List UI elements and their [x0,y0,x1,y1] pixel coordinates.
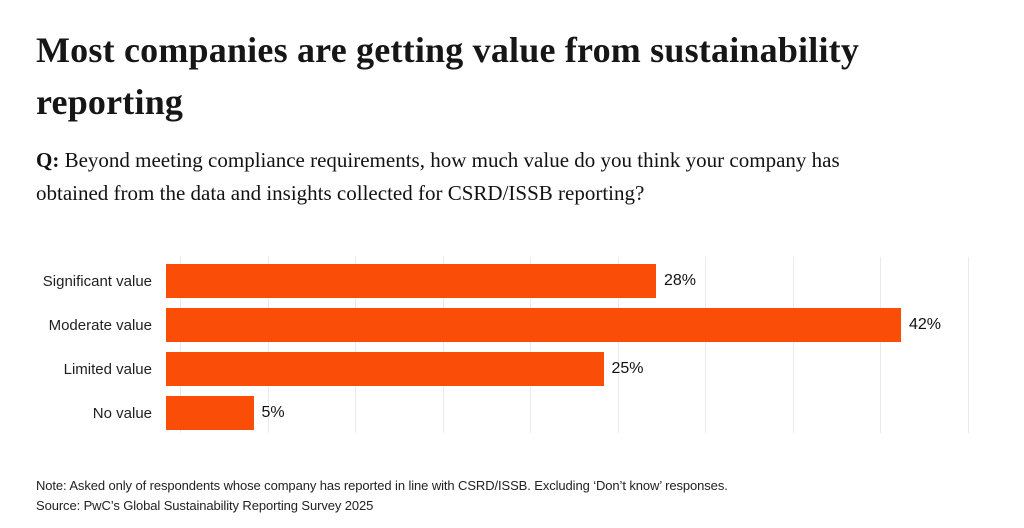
category-label: No value [92,404,152,422]
question-label: Q: [36,148,60,172]
source-text: Source: PwC’s Global Sustainability Repo… [36,498,374,513]
question-line-2: obtained from the data and insights coll… [36,181,645,205]
category-label: Moderate value [48,316,152,334]
title-line-2: reporting [36,82,184,122]
value-label: 5% [261,404,285,421]
page-title: Most companies are getting value from su… [36,24,988,128]
bar-chart: Significant value 28% Moderate value 42%… [0,257,1024,433]
bar-row: No value 5% [0,396,1024,430]
chart-rows: Significant value 28% Moderate value 42%… [0,264,1024,430]
value-label: 25% [611,360,644,377]
title-line-1: Most companies are getting value from su… [36,30,860,70]
question-line-1: Beyond meeting compliance requirements, … [64,148,840,172]
value-label: 28% [664,272,697,289]
bar-moderate-value [166,308,901,342]
value-label: 42% [909,316,942,333]
survey-question: Q: Beyond meeting compliance requirement… [36,144,988,210]
category-label: Limited value [63,360,152,378]
note-text: Note: Asked only of respondents whose co… [36,478,728,493]
bar-significant-value [166,264,656,298]
bar-row: Moderate value 42% [0,308,1024,342]
bar-limited-value [166,352,604,386]
category-label: Significant value [42,272,152,290]
bar-row: Significant value 28% [0,264,1024,298]
bar-no-value [166,396,254,430]
bar-row: Limited value 25% [0,352,1024,386]
footnotes: Note: Asked only of respondents whose co… [36,476,988,516]
